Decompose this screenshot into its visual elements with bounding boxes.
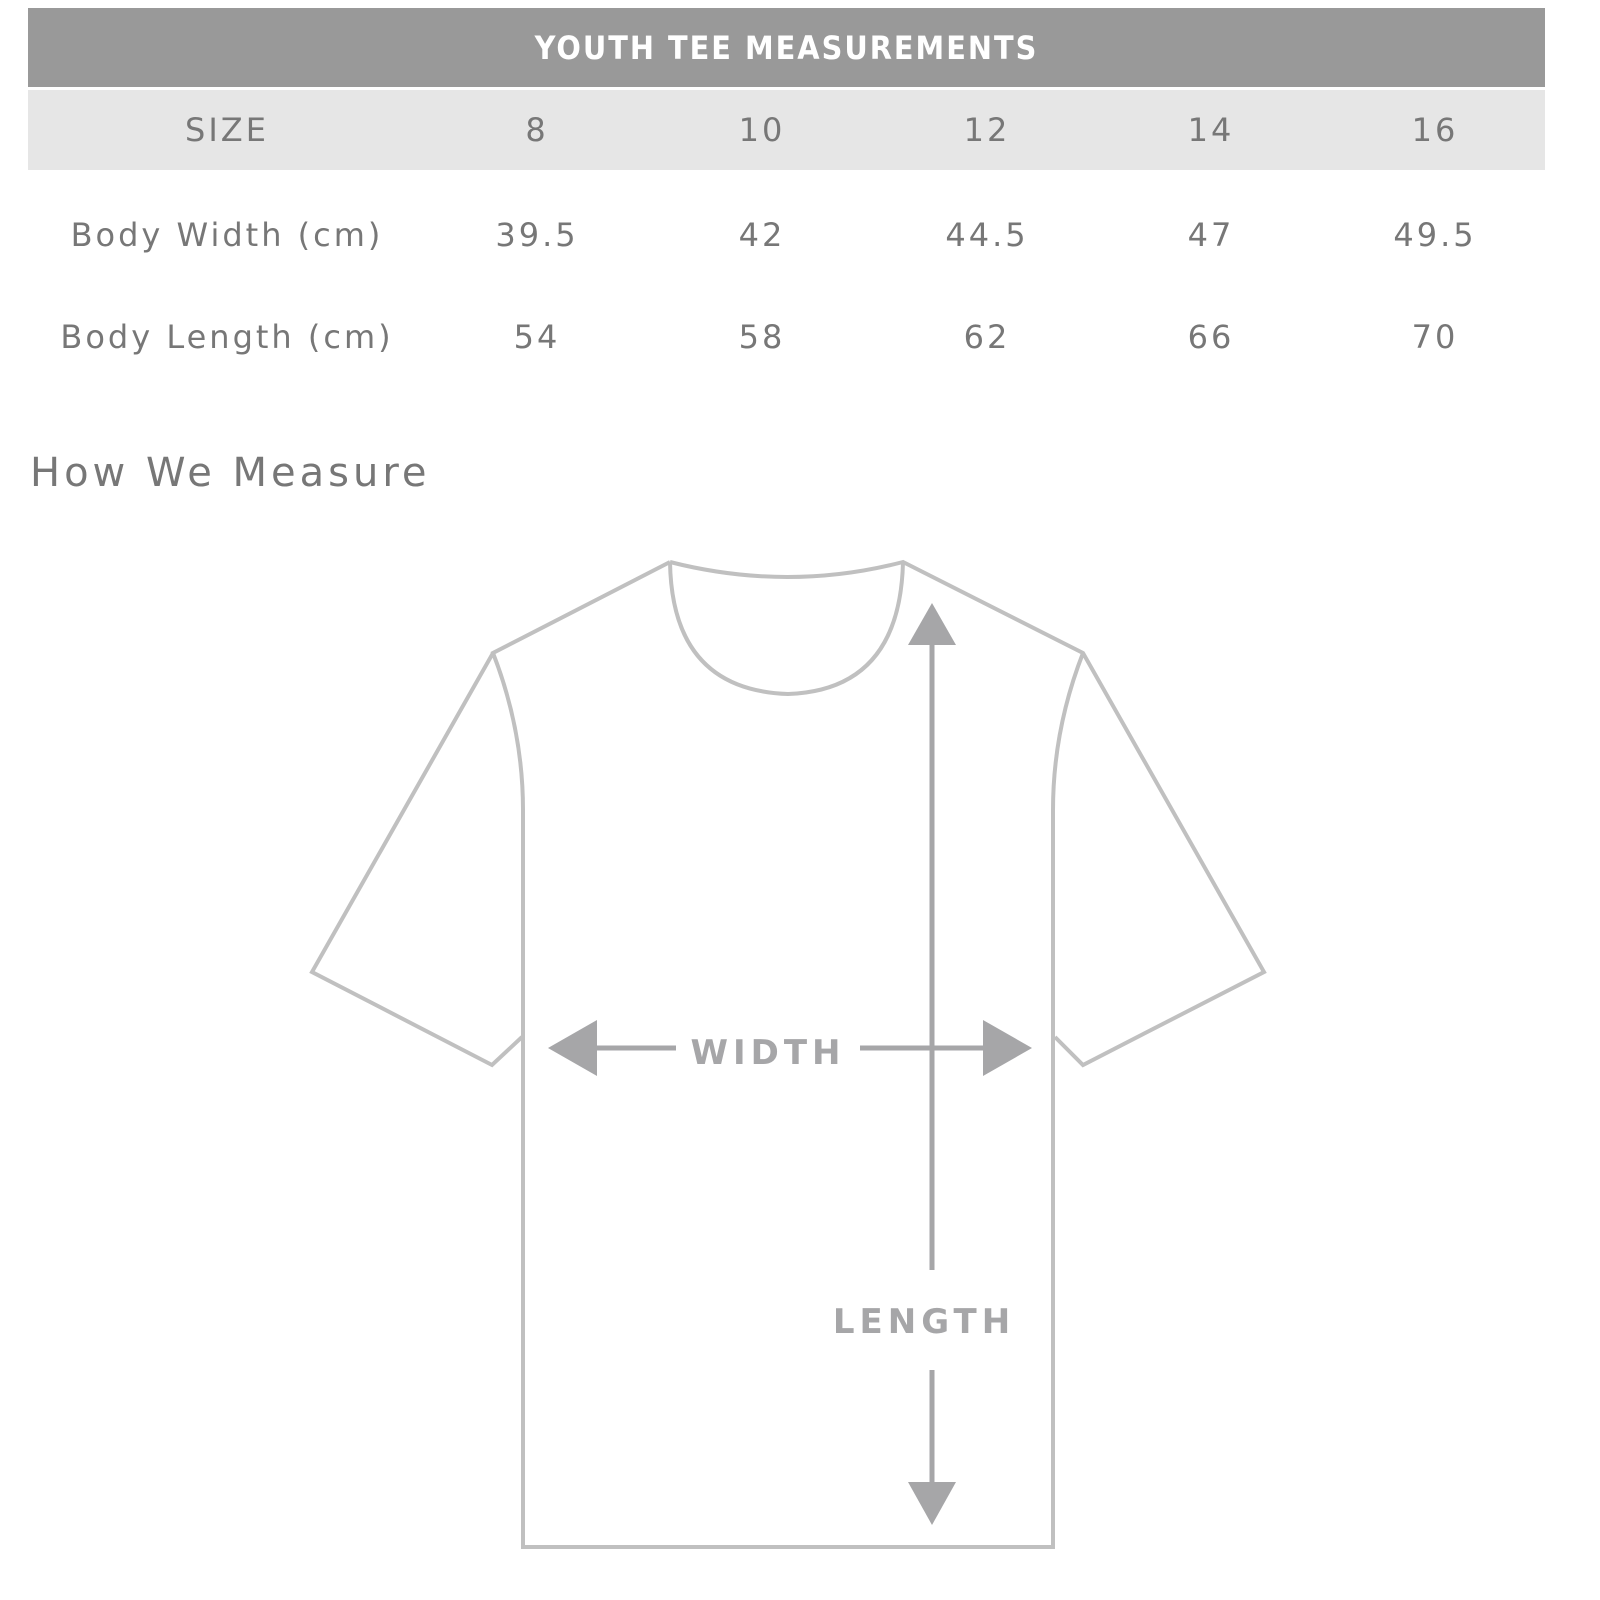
size-header-row: [28, 90, 1545, 170]
table-cell: 70: [1411, 318, 1459, 356]
length-label: LENGTH: [833, 1302, 1015, 1342]
table-cell: 44.5: [945, 216, 1029, 254]
table-cell: 66: [1187, 318, 1235, 356]
size-header: SIZE 8 10 12 14 16: [0, 100, 1600, 160]
table-title: YOUTH TEE MEASUREMENTS: [28, 8, 1545, 87]
table-cell: 49.5: [1393, 216, 1477, 254]
row-label: Body Width (cm): [70, 216, 384, 254]
table-row: Body Length (cm) 54 58 62 66 70: [0, 307, 1600, 367]
table-cell: 54: [513, 318, 561, 356]
header-cell: 16: [1411, 111, 1459, 149]
tee-neckline: [668, 561, 905, 697]
table-cell: 62: [963, 318, 1011, 356]
tee-body-outline: [309, 559, 1267, 1549]
header-cell: 10: [738, 111, 786, 149]
header-cell: 14: [1187, 111, 1235, 149]
how-we-measure-title: How We Measure: [30, 450, 431, 496]
length-arrow-icon: [908, 603, 956, 1525]
table-cell: 58: [738, 318, 786, 356]
header-cell: 12: [963, 111, 1011, 149]
row-label: Body Length (cm): [60, 318, 394, 356]
table-row: Body Width (cm) 39.5 42 44.5 47 49.5: [0, 205, 1600, 265]
header-cell: SIZE: [185, 111, 269, 149]
table-cell: 42: [738, 216, 786, 254]
tee-outline-icon: [309, 559, 1267, 1549]
width-label: WIDTH: [690, 1033, 845, 1073]
table-cell: 39.5: [495, 216, 579, 254]
table-cell: 47: [1187, 216, 1235, 254]
header-cell: 8: [525, 111, 549, 149]
width-arrow-icon: [548, 1020, 1032, 1076]
